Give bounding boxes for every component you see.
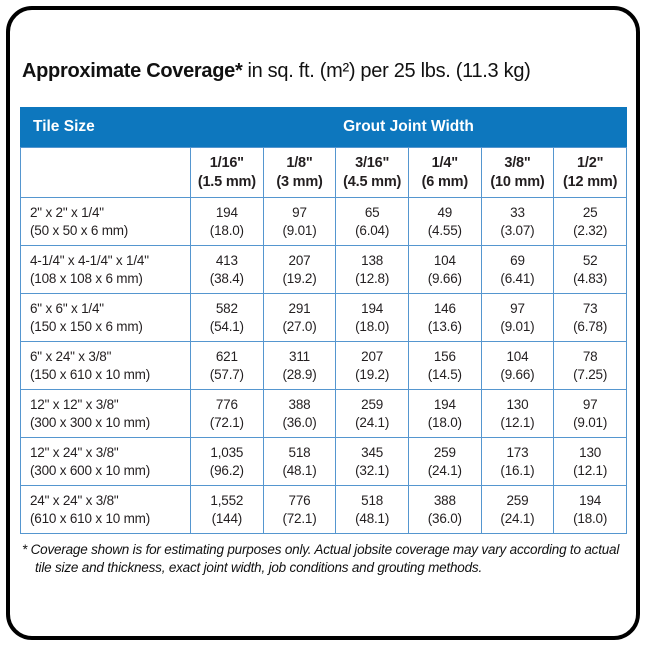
coverage-cell: 582 (54.1)	[190, 293, 264, 342]
coverage-cell: 146 (13.6)	[407, 293, 482, 342]
tile-size-cell: 6" x 24" x 3/8" (150 x 610 x 10 mm)	[20, 341, 191, 390]
coverage-cell: 518 (48.1)	[262, 437, 337, 486]
tile-size-cell: 12" x 24" x 3/8" (300 x 600 x 10 mm)	[20, 437, 191, 486]
column-header: 3/16" (4.5 mm)	[335, 147, 409, 198]
coverage-cell: 1,035 (96.2)	[190, 437, 264, 486]
coverage-cell: 259 (24.1)	[480, 485, 555, 534]
coverage-cell: 104 (9.66)	[407, 245, 482, 294]
footnote: * Coverage shown is for estimating purpo…	[22, 542, 620, 576]
coverage-cell: 73 (6.78)	[553, 293, 627, 342]
table-row: 6" x 6" x 1/4" (150 x 150 x 6 mm) 582 (5…	[20, 293, 627, 342]
table-row: 6" x 24" x 3/8" (150 x 610 x 10 mm) 621 …	[20, 341, 627, 390]
coverage-cell: 130 (12.1)	[553, 437, 627, 486]
coverage-grid: 1/16" (1.5 mm) 1/8" (3 mm) 3/16" (4.5 mm…	[20, 147, 627, 534]
coverage-cell: 104 (9.66)	[480, 341, 555, 390]
table-row: 24" x 24" x 3/8" (610 x 610 x 10 mm) 1,5…	[20, 485, 627, 534]
coverage-cell: 1,552 (144)	[190, 485, 264, 534]
coverage-cell: 413 (38.4)	[190, 245, 264, 294]
coverage-cell: 194 (18.0)	[553, 485, 627, 534]
tile-size-cell: 6" x 6" x 1/4" (150 x 150 x 6 mm)	[20, 293, 191, 342]
table-row: 12" x 12" x 3/8" (300 x 300 x 10 mm) 776…	[20, 389, 627, 438]
table-row: 12" x 24" x 3/8" (300 x 600 x 10 mm) 1,0…	[20, 437, 627, 486]
coverage-cell: 259 (24.1)	[335, 389, 409, 438]
tile-size-header: Tile Size	[33, 118, 95, 135]
coverage-cell: 65 (6.04)	[335, 197, 409, 246]
coverage-cell: 52 (4.83)	[553, 245, 627, 294]
coverage-cell: 130 (12.1)	[480, 389, 555, 438]
column-header: 1/16" (1.5 mm)	[190, 147, 264, 198]
coverage-cell: 33 (3.07)	[480, 197, 555, 246]
column-header: 3/8" (10 mm)	[480, 147, 555, 198]
coverage-cell: 776 (72.1)	[262, 485, 337, 534]
coverage-cell: 173 (16.1)	[480, 437, 555, 486]
coverage-cell: 194 (18.0)	[335, 293, 409, 342]
column-header: 1/4" (6 mm)	[407, 147, 482, 198]
coverage-cell: 207 (19.2)	[335, 341, 409, 390]
table-row: 2" x 2" x 1/4" (50 x 50 x 6 mm) 194 (18.…	[20, 197, 627, 246]
coverage-cell: 138 (12.8)	[335, 245, 409, 294]
table-header-bar: Tile Size Grout Joint Width	[20, 107, 627, 147]
coverage-cell: 97 (9.01)	[262, 197, 337, 246]
tile-size-cell: 2" x 2" x 1/4" (50 x 50 x 6 mm)	[20, 197, 191, 246]
tile-size-cell: 12" x 12" x 3/8" (300 x 300 x 10 mm)	[20, 389, 191, 438]
coverage-cell: 388 (36.0)	[262, 389, 337, 438]
coverage-cell: 776 (72.1)	[190, 389, 264, 438]
coverage-cell: 518 (48.1)	[335, 485, 409, 534]
coverage-cell: 291 (27.0)	[262, 293, 337, 342]
column-header: 1/8" (3 mm)	[262, 147, 337, 198]
coverage-cell: 621 (57.7)	[190, 341, 264, 390]
coverage-cell: 259 (24.1)	[407, 437, 482, 486]
coverage-cell: 97 (9.01)	[480, 293, 555, 342]
coverage-cell: 69 (6.41)	[480, 245, 555, 294]
coverage-cell: 388 (36.0)	[407, 485, 482, 534]
coverage-cell: 194 (18.0)	[190, 197, 264, 246]
empty-corner-cell	[20, 147, 191, 198]
coverage-cell: 97 (9.01)	[553, 389, 627, 438]
tile-size-cell: 24" x 24" x 3/8" (610 x 610 x 10 mm)	[20, 485, 191, 534]
coverage-cell: 207 (19.2)	[262, 245, 337, 294]
column-header-row: 1/16" (1.5 mm) 1/8" (3 mm) 3/16" (4.5 mm…	[20, 147, 627, 198]
tile-size-cell: 4-1/4" x 4-1/4" x 1/4" (108 x 108 x 6 mm…	[20, 245, 191, 294]
table-row: 4-1/4" x 4-1/4" x 1/4" (108 x 108 x 6 mm…	[20, 245, 627, 294]
page-title: Approximate Coverage* in sq. ft. (m²) per…	[22, 60, 531, 83]
grout-joint-width-header: Grout Joint Width	[343, 118, 474, 135]
coverage-cell: 25 (2.32)	[553, 197, 627, 246]
coverage-cell: 311 (28.9)	[262, 341, 337, 390]
coverage-cell: 156 (14.5)	[407, 341, 482, 390]
coverage-cell: 194 (18.0)	[407, 389, 482, 438]
page-title-suffix: in sq. ft. (m²) per 25 lbs. (11.3 kg)	[247, 60, 531, 82]
coverage-cell: 345 (32.1)	[335, 437, 409, 486]
coverage-table: Tile Size Grout Joint Width 1/16" (1.5 m…	[20, 107, 627, 534]
coverage-cell: 78 (7.25)	[553, 341, 627, 390]
coverage-cell: 49 (4.55)	[407, 197, 482, 246]
column-header: 1/2" (12 mm)	[553, 147, 627, 198]
page-title-main: Approximate Coverage*	[22, 60, 243, 82]
